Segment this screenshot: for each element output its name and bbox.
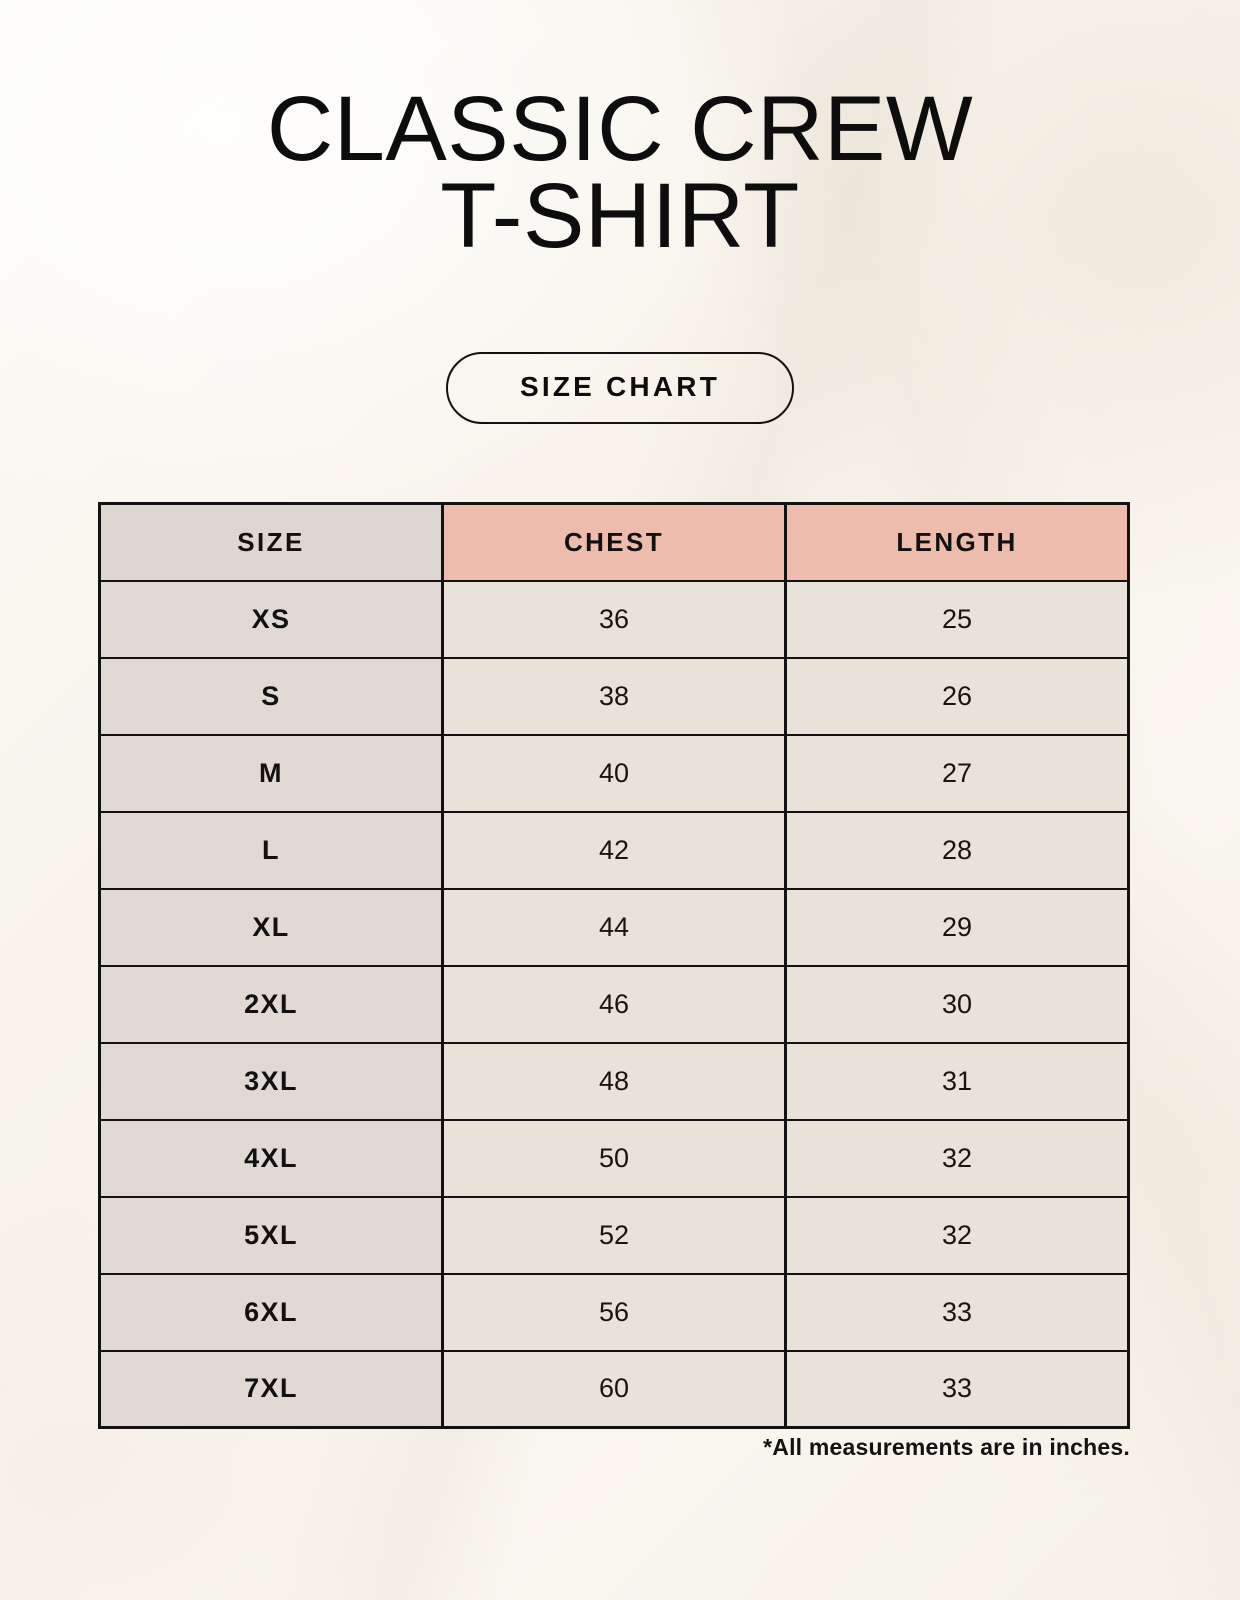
cell-length: 28 (785, 811, 1129, 890)
cell-chest: 40 (442, 734, 787, 813)
column-header-size: SIZE (99, 503, 444, 582)
cell-size: 5XL (99, 1196, 444, 1275)
cell-length: 31 (785, 1042, 1129, 1121)
size-table-container: SIZE CHEST LENGTH XS 36 25 S 38 26 M 40 27 L 42 28 X… (98, 502, 1130, 1429)
cell-size: M (99, 734, 444, 813)
cell-length: 33 (785, 1350, 1129, 1428)
cell-chest: 46 (442, 965, 787, 1044)
table-row: 4XL 50 32 (99, 1119, 1129, 1198)
size-chart-badge: SIZE CHART (446, 352, 794, 424)
cell-size: 4XL (99, 1119, 444, 1198)
cell-chest: 42 (442, 811, 787, 890)
page-title: CLASSIC CREW T-SHIRT (0, 78, 1240, 268)
cell-length: 33 (785, 1273, 1129, 1352)
table-row: S 38 26 (99, 657, 1129, 736)
cell-chest: 60 (442, 1350, 787, 1428)
cell-chest: 56 (442, 1273, 787, 1352)
cell-chest: 38 (442, 657, 787, 736)
size-table-body: XS 36 25 S 38 26 M 40 27 L 42 28 XL 44 29 2XL 46 30 3XL 48 3… (99, 580, 1129, 1428)
table-row: 2XL 46 30 (99, 965, 1129, 1044)
table-row: 5XL 52 32 (99, 1196, 1129, 1275)
table-row: M 40 27 (99, 734, 1129, 813)
size-table: SIZE CHEST LENGTH XS 36 25 S 38 26 M 40 27 L 42 28 X… (98, 502, 1130, 1429)
cell-size: 6XL (99, 1273, 444, 1352)
page-title-line-1: CLASSIC CREW (266, 78, 974, 180)
cell-chest: 50 (442, 1119, 787, 1198)
cell-chest: 48 (442, 1042, 787, 1121)
cell-size: 2XL (99, 965, 444, 1044)
cell-size: 7XL (99, 1350, 444, 1428)
cell-length: 32 (785, 1196, 1129, 1275)
cell-chest: 36 (442, 580, 787, 659)
table-row: 6XL 56 33 (99, 1273, 1129, 1352)
cell-length: 32 (785, 1119, 1129, 1198)
measurement-footnote: *All measurements are in inches. (763, 1434, 1130, 1460)
table-header-row: SIZE CHEST LENGTH (99, 503, 1129, 582)
size-table-head: SIZE CHEST LENGTH (99, 503, 1129, 582)
cell-chest: 44 (442, 888, 787, 967)
cell-length: 29 (785, 888, 1129, 967)
cell-length: 30 (785, 965, 1129, 1044)
table-row: XS 36 25 (99, 580, 1129, 659)
table-row: L 42 28 (99, 811, 1129, 890)
table-row: 3XL 48 31 (99, 1042, 1129, 1121)
table-row: XL 44 29 (99, 888, 1129, 967)
cell-chest: 52 (442, 1196, 787, 1275)
table-row: 7XL 60 33 (99, 1350, 1129, 1428)
cell-size: 3XL (99, 1042, 444, 1121)
cell-length: 26 (785, 657, 1129, 736)
cell-length: 27 (785, 734, 1129, 813)
cell-size: XS (99, 580, 444, 659)
cell-length: 25 (785, 580, 1129, 659)
page-title-line-2: T-SHIRT (440, 165, 800, 268)
column-header-chest: CHEST (442, 503, 787, 582)
column-header-length: LENGTH (785, 503, 1129, 582)
badge-container: SIZE CHART (0, 352, 1240, 424)
cell-size: L (99, 811, 444, 890)
cell-size: XL (99, 888, 444, 967)
cell-size: S (99, 657, 444, 736)
